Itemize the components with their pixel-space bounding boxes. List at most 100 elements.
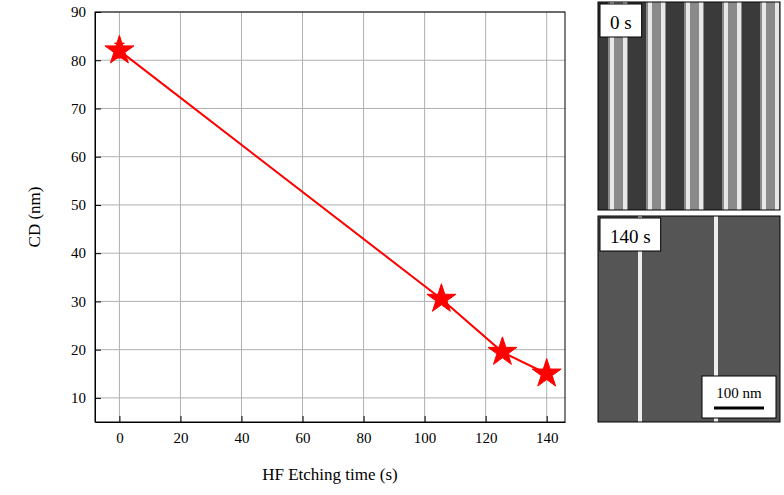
y-tick: 70 (71, 101, 101, 117)
marker (532, 359, 561, 387)
x-tick-mark (486, 416, 487, 422)
x-tick-mark (364, 416, 365, 422)
y-tick: 20 (71, 342, 101, 358)
x-tick: 20 (173, 416, 188, 446)
y-axis: 10 20 30 40 50 60 70 80 90 (71, 4, 101, 422)
y-tick-label: 60 (71, 149, 86, 165)
image-background (598, 2, 780, 210)
x-tick-label: 140 (536, 430, 559, 446)
y-tick-mark (95, 253, 101, 254)
image-panel: 0 s (598, 2, 780, 210)
y-tick-label: 10 (71, 390, 86, 406)
grid-line (95, 60, 565, 61)
image-content (598, 216, 780, 422)
y-tick-mark (95, 108, 101, 109)
grid-line (180, 12, 181, 422)
y-tick-mark (95, 301, 101, 302)
line-pattern (722, 2, 742, 210)
x-tick-mark (241, 416, 242, 422)
y-tick-label: 20 (71, 342, 86, 358)
y-tick-label: 90 (71, 4, 86, 20)
line-edge (762, 2, 766, 210)
line-edge (737, 2, 741, 210)
grid-line (424, 12, 425, 422)
scale-bar-label: 100 nm (716, 385, 762, 401)
line-edge (686, 2, 690, 210)
y-tick-mark (95, 60, 101, 61)
x-tick-label: 20 (173, 430, 188, 446)
grid-line (363, 12, 364, 422)
grid-line (119, 12, 120, 422)
x-tick: 0 (116, 416, 124, 446)
x-tick: 40 (234, 416, 249, 446)
grid-line (95, 156, 565, 157)
x-tick: 100 (414, 416, 437, 446)
y-tick-mark (95, 350, 101, 351)
x-tick-label: 60 (296, 430, 311, 446)
image-background (598, 216, 780, 422)
x-tick-label: 120 (475, 430, 498, 446)
grid (95, 12, 565, 422)
x-tick-label: 100 (414, 430, 437, 446)
image-frame (598, 216, 780, 422)
image-label: 0 s (610, 12, 632, 33)
y-tick-mark (95, 398, 101, 399)
y-tick: 50 (71, 197, 101, 213)
y-tick: 60 (71, 149, 101, 165)
scale-bar-box (702, 376, 776, 418)
y-tick-mark (95, 157, 101, 158)
plot-frame (95, 12, 565, 422)
x-tick-mark (119, 416, 120, 422)
scale-bar (714, 407, 764, 410)
x-tick-mark (180, 416, 181, 422)
x-tick-mark (425, 416, 426, 422)
y-tick: 40 (71, 245, 101, 261)
y-tick: 30 (71, 294, 101, 310)
grid-line (302, 12, 303, 422)
x-tick-label: 40 (234, 430, 249, 446)
grid-line (485, 12, 486, 422)
line-edge (661, 2, 665, 210)
image-label-box (600, 4, 642, 37)
grid-line (241, 12, 242, 422)
image-frame (598, 2, 780, 210)
y-axis-title: CD (nm) (25, 187, 44, 248)
x-tick: 140 (536, 416, 559, 446)
line-pattern (646, 2, 666, 210)
line-edge (648, 2, 652, 210)
grid-line (95, 204, 565, 205)
y-tick-label: 80 (71, 53, 86, 69)
image-label: 140 s (610, 226, 651, 247)
x-tick-label: 0 (116, 430, 124, 446)
y-tick-label: 70 (71, 101, 86, 117)
line-pattern (760, 2, 780, 210)
image-content (598, 2, 780, 210)
canvas: 0 20 40 60 80 100 120 140 10 20 30 40 50 60 70 80 90 HF E… (0, 0, 784, 495)
y-tick-label: 40 (71, 245, 86, 261)
y-tick-label: 50 (71, 197, 86, 213)
grid-line (95, 108, 565, 109)
image-panel: 140 s 100 nm (598, 216, 784, 422)
marker (105, 35, 134, 63)
x-tick-mark (303, 416, 304, 422)
y-tick-mark (95, 205, 101, 206)
x-tick-mark (547, 416, 548, 422)
image-label-box (600, 218, 661, 251)
x-tick: 80 (357, 416, 372, 446)
marker (488, 337, 517, 365)
grid-line (95, 253, 565, 254)
line-pattern (684, 2, 704, 210)
x-axis-title: HF Etching time (s) (262, 465, 398, 484)
line (119, 51, 546, 374)
y-tick: 10 (71, 390, 101, 406)
line-edge (699, 2, 703, 210)
line-edge (775, 2, 779, 210)
x-tick: 60 (296, 416, 311, 446)
line-edge (724, 2, 728, 210)
x-tick-label: 80 (357, 430, 372, 446)
grid-line (95, 397, 565, 398)
marks (105, 35, 561, 386)
y-tick: 80 (71, 53, 101, 69)
x-axis: 0 20 40 60 80 100 120 140 (96, 416, 566, 446)
x-tick: 120 (475, 416, 498, 446)
